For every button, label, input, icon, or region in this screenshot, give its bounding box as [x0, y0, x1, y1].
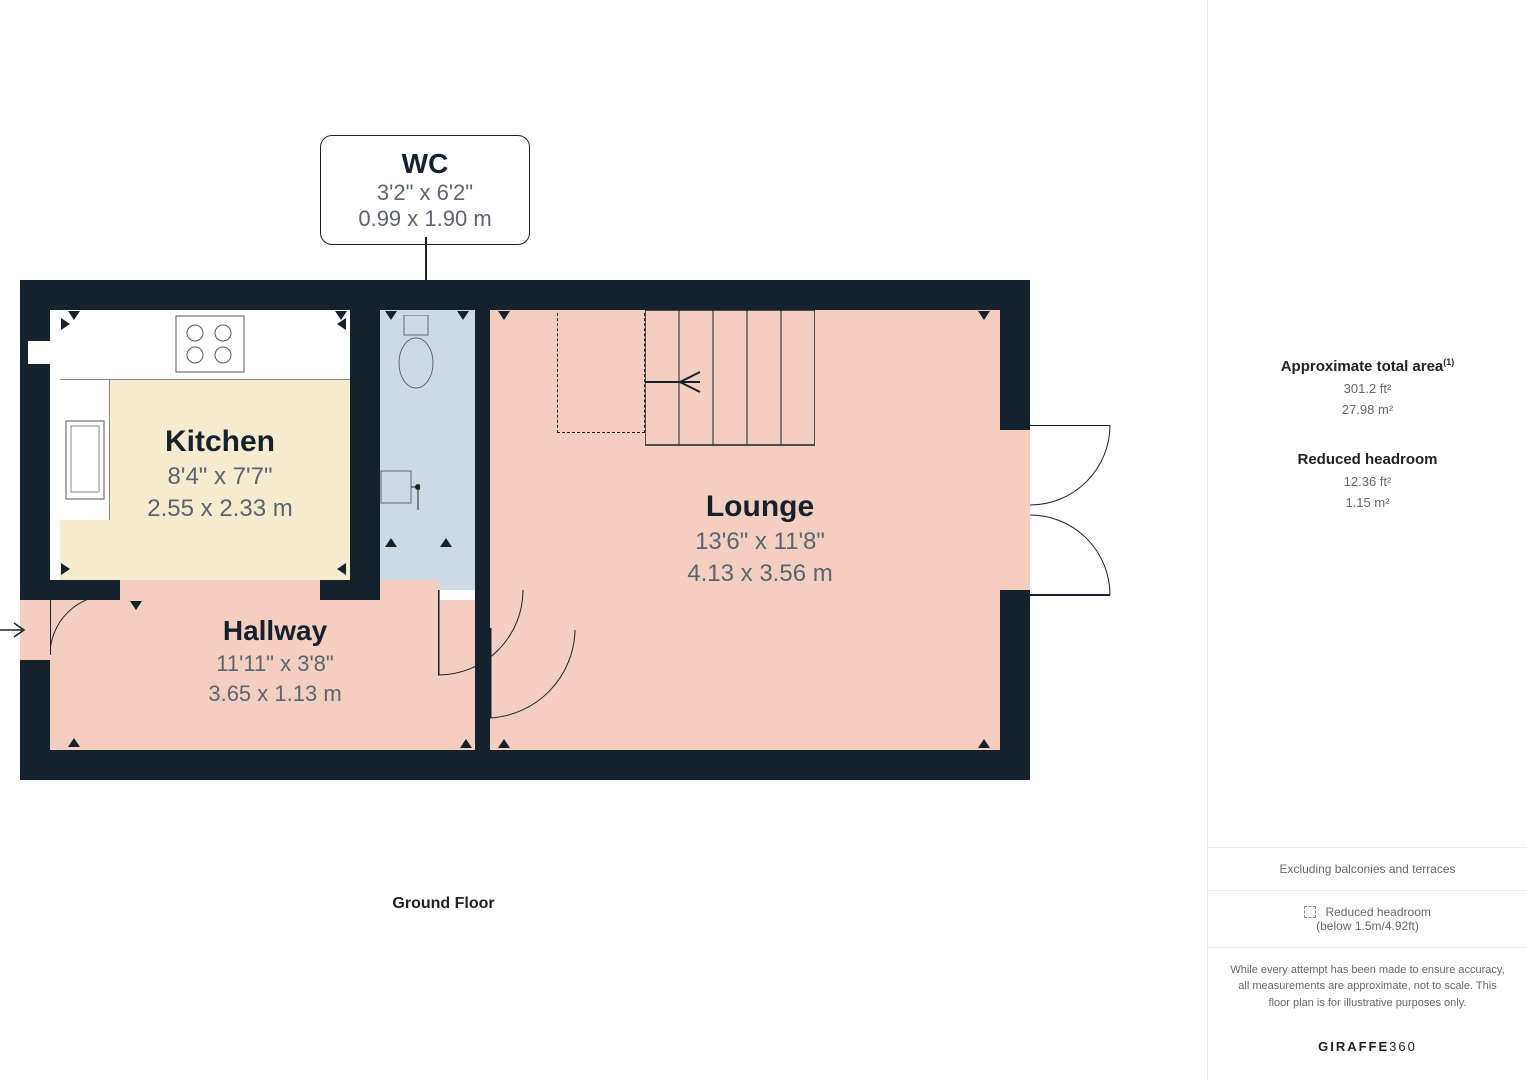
patio-door-swing [1030, 425, 1120, 605]
lounge-label: Lounge 13'6" x 11'8" 4.13 x 3.56 m [610, 490, 910, 588]
total-area-block: Approximate total area(1) 301.2 ft² 27.9… [1228, 357, 1507, 417]
wc-dim-metric: 0.99 x 1.90 m [339, 206, 511, 232]
kitchen-label: Kitchen 8'4" x 7'7" 2.55 x 2.33 m [110, 425, 330, 523]
brand-logo: GIRAFFE360 [1208, 1025, 1527, 1080]
info-sidebar: Approximate total area(1) 301.2 ft² 27.9… [1207, 0, 1527, 1080]
wc-callout: WC 3'2" x 6'2" 0.99 x 1.90 m [320, 135, 530, 245]
dashed-legend-icon [1304, 906, 1316, 918]
headroom-block: Reduced headroom 12.36 ft² 1.15 m² [1228, 451, 1507, 510]
total-area-m: 27.98 m² [1228, 402, 1507, 417]
wc-callout-line [425, 237, 427, 281]
hallway-label: Hallway 11'11" x 3'8" 3.65 x 1.13 m [160, 615, 390, 707]
note-headroom: Reduced headroom (below 1.5m/4.92ft) [1208, 890, 1527, 947]
note-balconies: Excluding balconies and terraces [1208, 847, 1527, 890]
lounge-door-swing [490, 628, 590, 728]
wc-name: WC [339, 148, 511, 180]
headroom-m: 1.15 m² [1228, 495, 1507, 510]
reduced-headroom-area [557, 313, 645, 433]
total-area-title: Approximate total area [1281, 358, 1444, 375]
headroom-title: Reduced headroom [1228, 451, 1507, 468]
front-door-swing [50, 595, 120, 665]
floorplan-canvas: Kitchen 8'4" x 7'7" 2.55 x 2.33 m Lounge… [20, 280, 1030, 780]
floor-title: Ground Floor [0, 895, 887, 913]
hob-icon [175, 315, 245, 373]
entry-arrow-icon [0, 620, 28, 640]
sink-icon [65, 420, 105, 500]
toilet-icon [396, 315, 436, 390]
basin-icon [380, 465, 420, 510]
floorplan-panel: WC 3'2" x 6'2" 0.99 x 1.90 m [0, 0, 1207, 1080]
wc-dim-imperial: 3'2" x 6'2" [339, 180, 511, 206]
headroom-ft: 12.36 ft² [1228, 474, 1507, 489]
total-area-ft: 301.2 ft² [1228, 381, 1507, 396]
stairs-icon [645, 310, 815, 460]
disclaimer: While every attempt has been made to ens… [1208, 947, 1527, 1026]
